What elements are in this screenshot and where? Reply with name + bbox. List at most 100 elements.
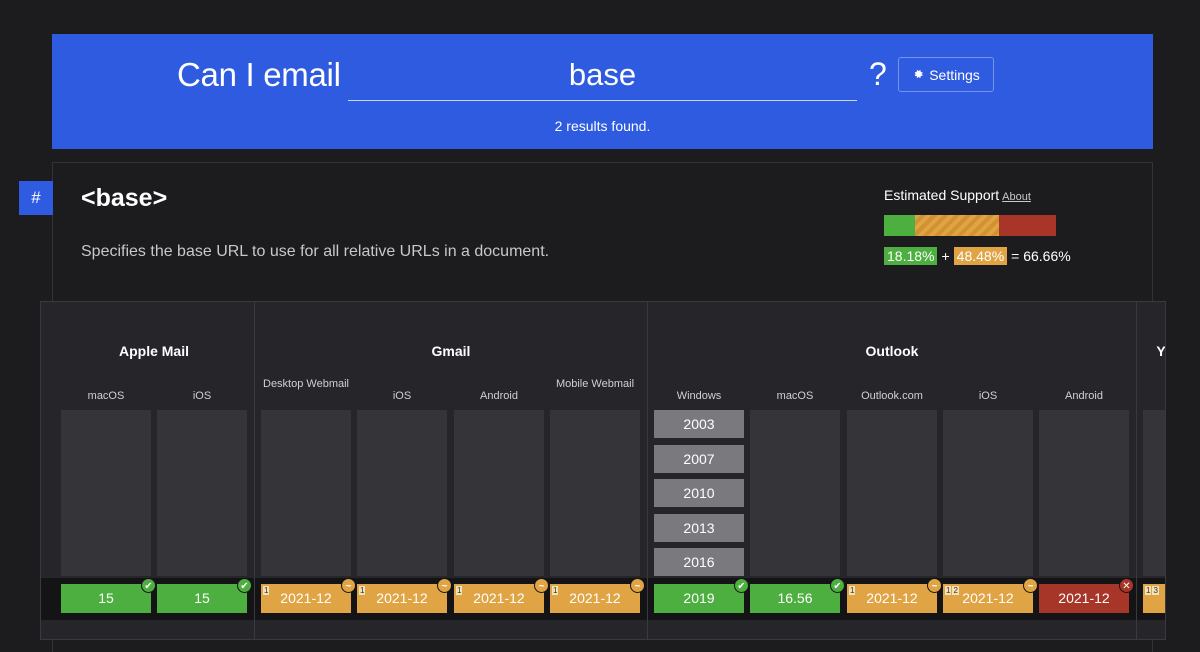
result-value: 2019 — [683, 590, 715, 606]
platform-label: macOS — [776, 390, 814, 402]
note-number: 1 — [552, 586, 559, 595]
check-icon: ✔ — [830, 578, 845, 593]
partial-icon: ~ — [341, 578, 356, 593]
result-value: 2021-12 — [569, 590, 621, 606]
note-number: 1 — [945, 586, 952, 595]
support-result[interactable]: 2021-12 1 2 ~ — [943, 578, 1038, 613]
client-name: Outlook — [865, 343, 919, 359]
history-column — [357, 410, 447, 576]
cross-icon: ✕ — [1119, 578, 1134, 593]
feature-title: <base> — [81, 184, 168, 212]
platform-label: Windows — [676, 390, 722, 402]
platform-label: Mobile Webmail — [555, 378, 635, 390]
platform-label: Outlook.com — [861, 390, 923, 402]
support-bar-supported — [884, 215, 915, 236]
support-percentages: 18.18% + 48.48% = 66.66% — [884, 247, 1071, 265]
support-result[interactable]: 2021-12 1 ~ — [261, 578, 356, 613]
history-column — [261, 410, 351, 576]
platform-label: Desktop Webmail — [263, 378, 349, 390]
support-result[interactable]: 15 ✔ — [157, 578, 252, 613]
history-column — [1143, 410, 1165, 576]
support-label-text: Estimated Support — [884, 187, 1000, 203]
help-button[interactable]: ? — [869, 56, 887, 92]
note-markers: 1 — [552, 586, 559, 595]
result-value: 2021-12 — [962, 590, 1014, 606]
group-divider — [1136, 302, 1137, 639]
platform-label: iOS — [978, 390, 998, 402]
support-result[interactable]: 15 ✔ — [61, 578, 156, 613]
note-number: 3 — [1152, 586, 1159, 595]
history-column — [943, 410, 1033, 576]
result-value: 16.56 — [777, 590, 813, 606]
version-cell[interactable]: 2007 — [654, 444, 744, 473]
support-result[interactable]: 2021-12 1 ~ — [847, 578, 942, 613]
note-markers: 1 — [359, 586, 366, 595]
estimated-support-label: Estimated Support About — [884, 187, 1031, 203]
support-bar — [884, 215, 1056, 236]
partial-percent: 48.48% — [953, 247, 1008, 265]
search-header: Can I email base ? Settings 2 results fo… — [52, 34, 1153, 149]
note-markers: 1 — [263, 586, 270, 595]
result-value: 15 — [98, 590, 114, 606]
group-divider — [254, 302, 255, 639]
about-link[interactable]: About — [1002, 191, 1031, 203]
result-value: 2021-12 — [473, 590, 525, 606]
platform-label: macOS — [87, 390, 125, 402]
total-percent: = 66.66% — [1011, 248, 1071, 264]
platform-label: iOS — [392, 390, 412, 402]
history-column — [847, 410, 937, 576]
partial-icon: ~ — [630, 578, 645, 593]
note-number: 1 — [1145, 586, 1152, 595]
history-column — [157, 410, 247, 576]
support-result[interactable]: 2021-12 ✕ — [1039, 578, 1134, 613]
note-number: 1 — [849, 586, 856, 595]
check-icon: ✔ — [734, 578, 749, 593]
anchor-link[interactable]: # — [19, 181, 53, 215]
check-icon: ✔ — [141, 578, 156, 593]
result-value: 2021-12 — [866, 590, 918, 606]
version-cell[interactable]: 2003 — [654, 410, 744, 438]
note-number: 1 — [359, 586, 366, 595]
history-column — [61, 410, 151, 576]
platform-label: Android — [480, 390, 518, 402]
platform-label: Android — [1065, 390, 1103, 402]
result-value: 2021-12 — [1058, 590, 1110, 606]
support-result[interactable]: 2019 ✔ — [654, 578, 749, 613]
version-cell[interactable]: 2013 — [654, 513, 744, 542]
check-icon: ✔ — [237, 578, 252, 593]
client-name: Apple Mail — [118, 343, 189, 359]
version-cell[interactable]: 2016 — [654, 548, 744, 576]
note-number: 2 — [952, 586, 959, 595]
group-divider — [647, 302, 648, 639]
note-markers: 1 — [456, 586, 463, 595]
site-title: Can I email — [177, 56, 341, 93]
note-number: 1 — [263, 586, 270, 595]
gear-icon — [912, 67, 924, 83]
support-bar-unsupported — [999, 215, 1056, 236]
history-column — [454, 410, 544, 576]
platform-label: iOS — [192, 390, 212, 402]
support-table: Apple Mail macOS 15 ✔ iOS 15 ✔ Gmail Desktop Web… — [40, 301, 1166, 640]
note-markers: 1 — [849, 586, 856, 595]
result-value: 2021-12 — [280, 590, 332, 606]
result-value: 2021-12 — [376, 590, 428, 606]
partial-icon: ~ — [1023, 578, 1038, 593]
support-result[interactable]: 2021-12 1 ~ — [357, 578, 452, 613]
supported-percent: 18.18% — [884, 247, 938, 265]
feature-description: Specifies the base URL to use for all re… — [81, 243, 550, 260]
history-column — [550, 410, 640, 576]
history-column — [1039, 410, 1129, 576]
support-result[interactable]: 2021-12 1 ~ — [454, 578, 549, 613]
result-value: 15 — [194, 590, 210, 606]
support-result[interactable]: 2021-12 1 ~ — [550, 578, 645, 613]
search-input[interactable]: base — [348, 54, 857, 101]
settings-label: Settings — [929, 66, 980, 83]
version-cell[interactable]: 2010 — [654, 479, 744, 507]
partial-icon: ~ — [927, 578, 942, 593]
partial-icon: ~ — [437, 578, 452, 593]
support-result[interactable]: 16.56 ✔ — [750, 578, 845, 613]
support-bar-partial — [915, 215, 999, 236]
settings-button[interactable]: Settings — [898, 57, 994, 92]
